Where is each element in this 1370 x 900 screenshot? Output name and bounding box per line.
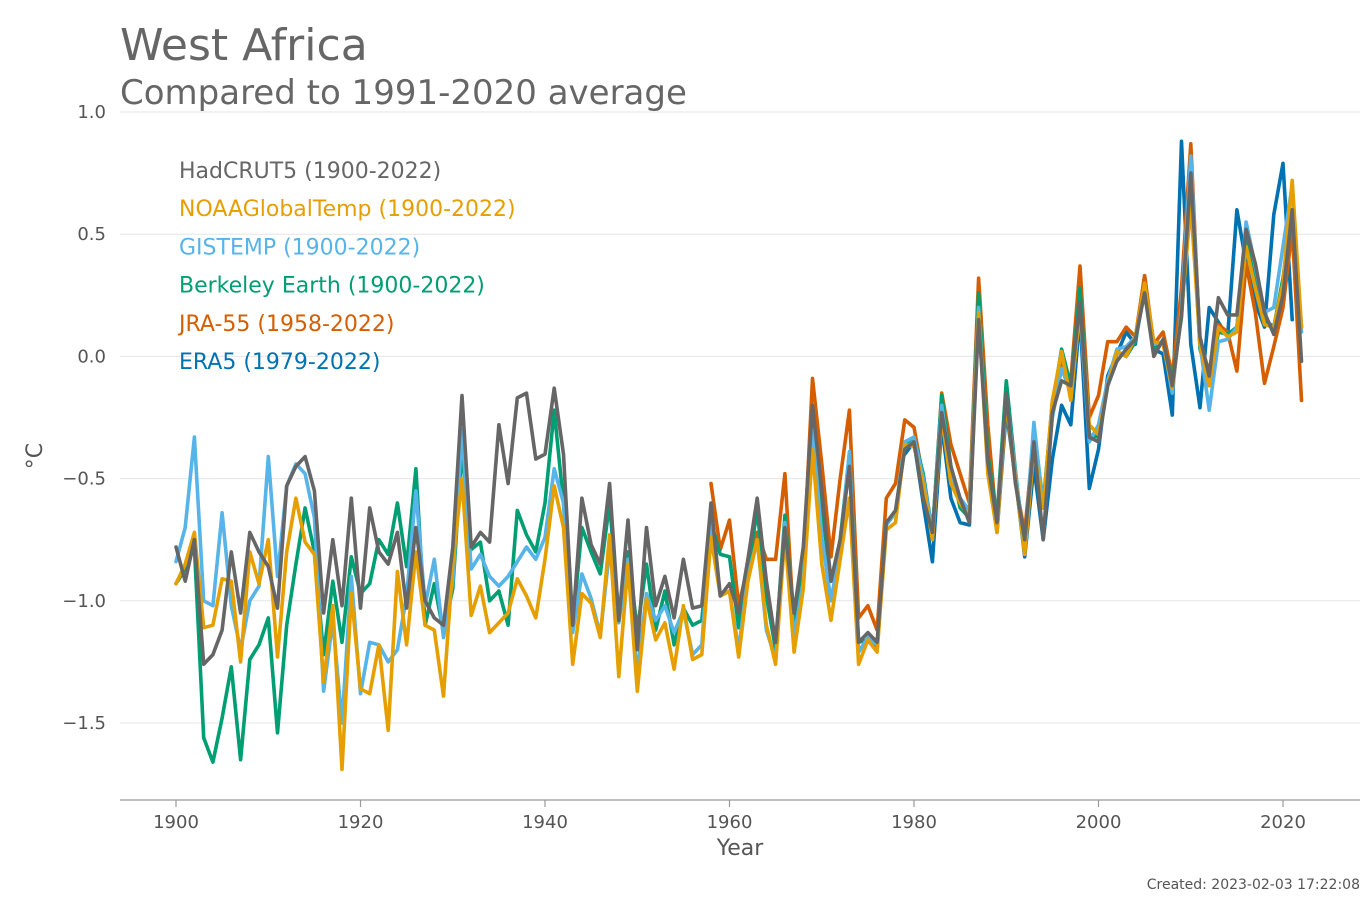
legend-item: JRA-55 (1958-2022)	[177, 312, 394, 337]
legend-item: ERA5 (1979-2022)	[179, 350, 380, 375]
x-tick-label: 2000	[1076, 812, 1122, 833]
x-tick-label: 2020	[1260, 812, 1306, 833]
legend-item: HadCRUT5 (1900-2022)	[179, 159, 441, 184]
created-timestamp: Created: 2023-02-03 17:22:08	[1147, 877, 1360, 893]
series-lines	[174, 139, 1304, 772]
y-tick-label: 1.0	[77, 102, 106, 123]
series-line-1	[174, 178, 1304, 772]
x-axis-ticks: 1900 1920 1940 1960 1980 2000 2020	[153, 800, 1306, 833]
x-tick-label: 1920	[338, 812, 384, 833]
series-line-5	[902, 139, 1294, 564]
chart-subtitle: Compared to 1991-2020 average	[120, 73, 687, 113]
x-tick-label: 1980	[891, 812, 937, 833]
y-tick-label: 0.5	[77, 224, 106, 245]
y-tick-label: −1.5	[62, 713, 106, 734]
legend-item: Berkeley Earth (1900-2022)	[179, 274, 485, 299]
series-line-0	[174, 171, 1304, 667]
legend-item: GISTEMP (1900-2022)	[179, 235, 420, 260]
legend: HadCRUT5 (1900-2022) NOAAGlobalTemp (1900…	[177, 159, 516, 375]
y-axis-ticks: 1.0 0.5 0.0 −0.5 −1.0 −1.5	[62, 102, 106, 734]
y-tick-label: −0.5	[62, 469, 106, 490]
y-tick-label: −1.0	[62, 591, 106, 612]
legend-item: NOAAGlobalTemp (1900-2022)	[179, 197, 516, 222]
y-tick-label: 0.0	[77, 346, 106, 367]
x-axis-title: Year	[716, 836, 765, 861]
y-axis-title: °C	[23, 443, 48, 469]
x-tick-label: 1900	[153, 812, 199, 833]
x-tick-label: 1940	[522, 812, 568, 833]
x-tick-label: 1960	[707, 812, 753, 833]
chart-title: West Africa	[120, 20, 368, 71]
